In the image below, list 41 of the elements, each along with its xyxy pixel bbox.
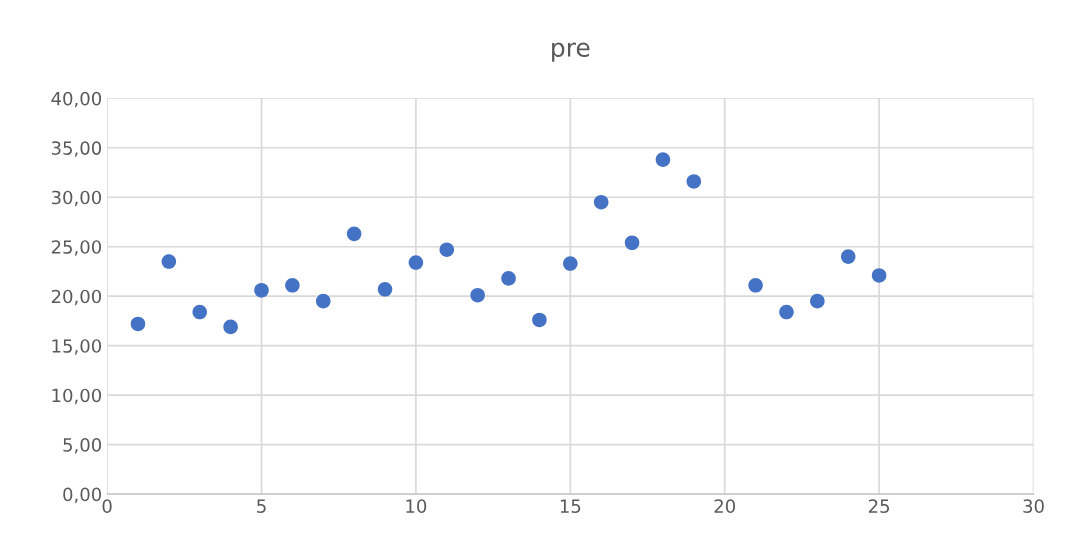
x-tick-label: 20	[714, 499, 735, 513]
point	[130, 316, 146, 332]
y-tick-label: 20,00	[51, 289, 102, 306]
x-tick-label: 5	[257, 499, 266, 513]
point	[624, 235, 640, 251]
point	[192, 304, 208, 320]
point	[161, 254, 177, 269]
point	[748, 278, 763, 293]
point	[377, 281, 393, 297]
point	[686, 174, 702, 189]
x-tick-label: 10	[406, 499, 427, 513]
point	[439, 242, 455, 257]
point	[810, 293, 825, 309]
chart-title: pre	[552, 42, 590, 62]
point	[223, 319, 238, 335]
point	[315, 293, 331, 309]
y-tick-label: 40,00	[51, 91, 102, 108]
point	[408, 255, 424, 270]
point	[254, 282, 269, 298]
point	[871, 268, 887, 283]
x-tick-label: 30	[1023, 499, 1044, 513]
point	[840, 249, 856, 264]
point	[779, 304, 794, 320]
y-tick-label: 35,00	[51, 141, 102, 157]
point	[470, 287, 485, 303]
point	[563, 256, 578, 271]
x-tick-label: 15	[560, 499, 581, 513]
y-tick-label: 25,00	[51, 240, 102, 256]
y-tick-label: 15,00	[52, 339, 102, 355]
point	[285, 278, 300, 293]
point	[655, 152, 671, 167]
point	[346, 226, 362, 242]
x-tick-label: 25	[868, 499, 890, 513]
point	[532, 312, 547, 328]
point	[501, 271, 516, 286]
point	[593, 194, 609, 210]
x-tick-label: 0	[102, 499, 112, 513]
y-tick-label: 30,00	[51, 190, 102, 207]
y-tick-label: 0,00	[63, 487, 102, 504]
y-tick-label: 5,00	[63, 438, 102, 454]
y-tick-label: 10,00	[52, 388, 102, 405]
